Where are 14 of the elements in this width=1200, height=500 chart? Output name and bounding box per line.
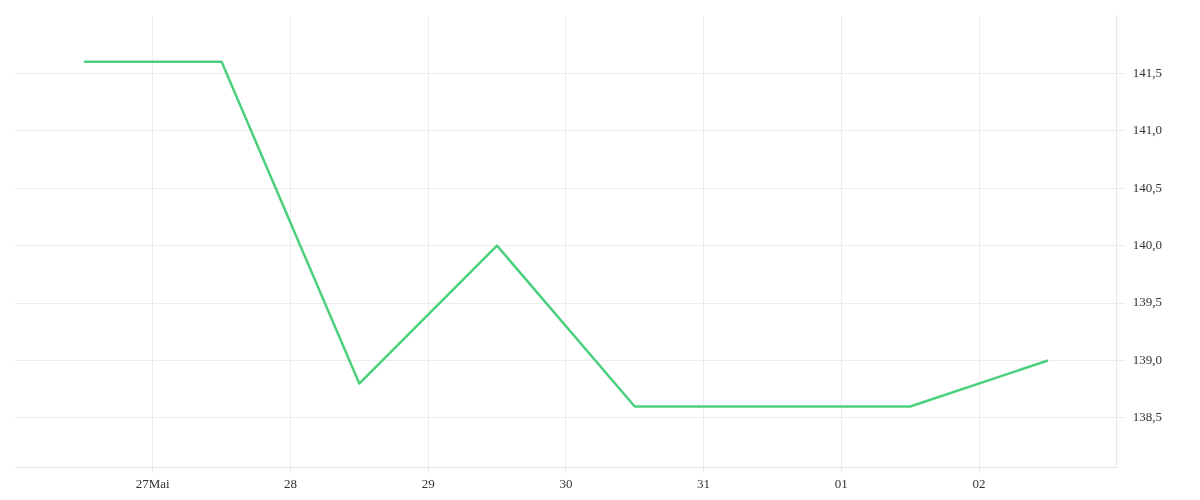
x-tick-label: 30 (559, 475, 573, 491)
y-tick-label: 140,0 (1132, 237, 1162, 253)
y-tick-label: 141,5 (1132, 64, 1162, 80)
x-tick-label: 27Mai (135, 475, 171, 491)
y-tick-label: 140,5 (1132, 179, 1162, 195)
y-tick-label: 139,5 (1132, 294, 1162, 310)
y-tick-label: 141,0 (1132, 122, 1162, 138)
x-tick-label: 28 (283, 475, 297, 491)
y-tick-label: 139,0 (1132, 351, 1162, 367)
y-tick-label: 138,5 (1132, 409, 1162, 425)
x-tick-label: 29 (421, 475, 435, 491)
x-tick-label: 01 (834, 475, 848, 491)
x-tick-label: 31 (697, 475, 711, 491)
x-tick-label: 02 (972, 475, 986, 491)
